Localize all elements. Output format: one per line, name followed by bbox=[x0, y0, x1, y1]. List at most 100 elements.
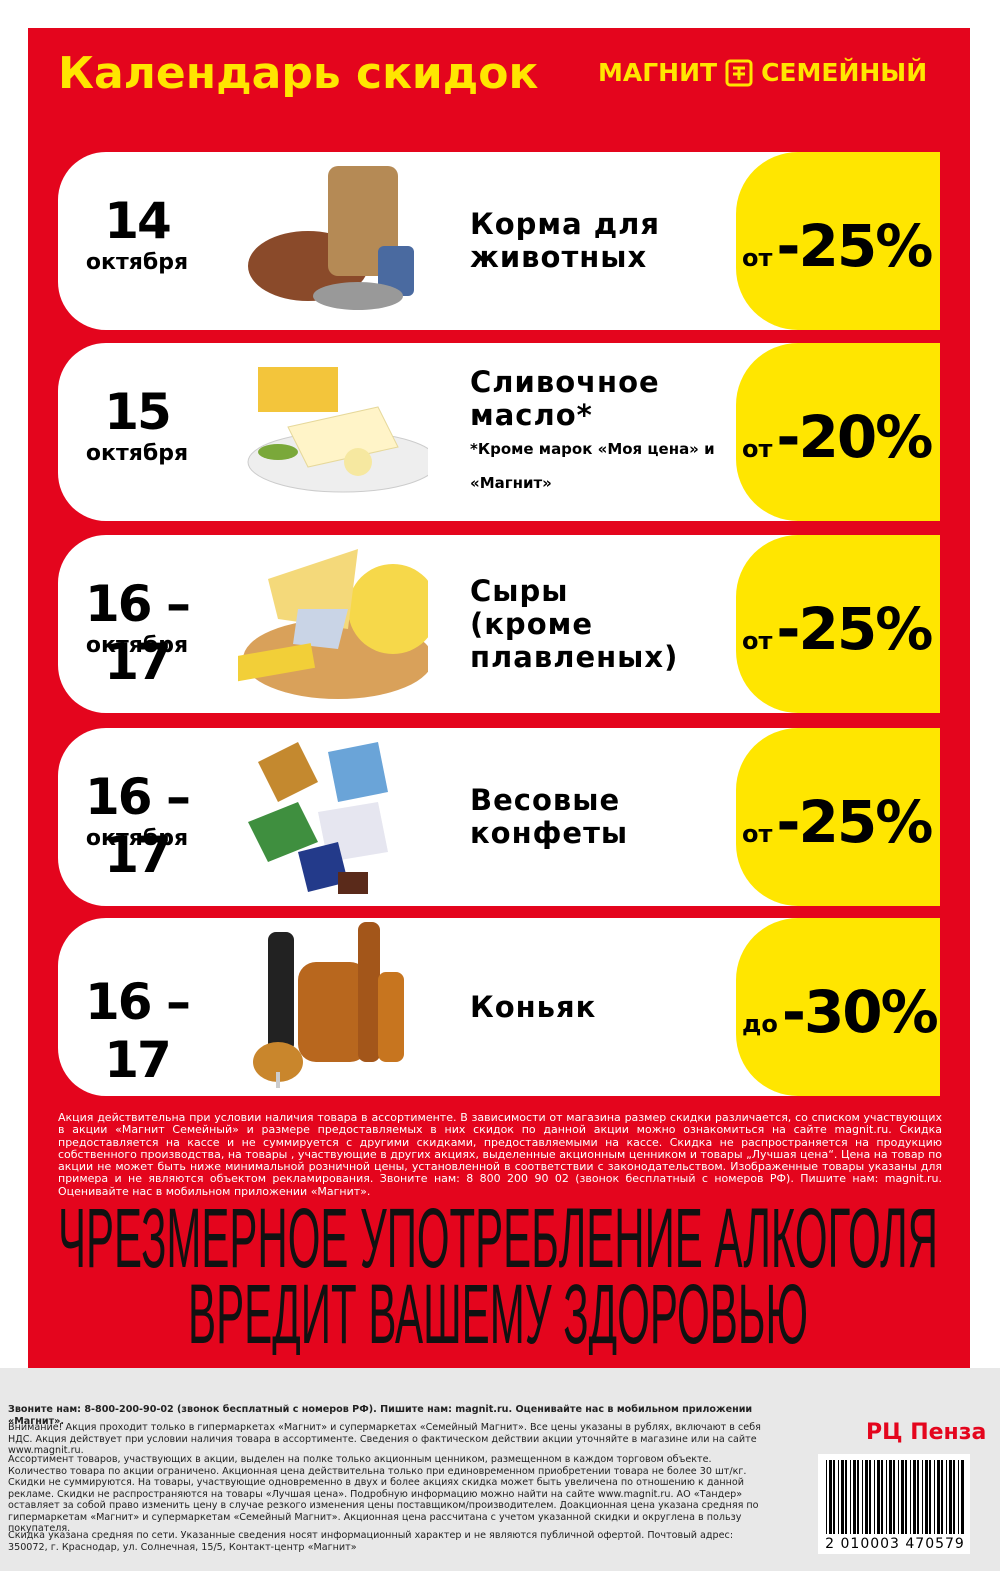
name-line: плавленых) bbox=[470, 640, 679, 674]
date-month: октября bbox=[85, 441, 189, 466]
product-name: Коньяк bbox=[470, 991, 596, 1024]
discount-prefix: от bbox=[742, 244, 773, 272]
date-day: 15 bbox=[104, 383, 172, 441]
discount-panel bbox=[736, 728, 940, 906]
discount-value: -25% bbox=[776, 595, 933, 663]
product-image bbox=[248, 742, 388, 894]
barcode-bar bbox=[829, 1460, 832, 1534]
brand: МАГНИТ СЕМЕЙНЫЙ bbox=[598, 58, 927, 87]
product-image bbox=[238, 549, 428, 699]
footer-contact: Звоните нам: 8-800-200-90-02 (звонок бес… bbox=[8, 1404, 753, 1427]
barcode-bar bbox=[913, 1460, 916, 1534]
footer-notice: Внимание! Акция проходит только в гиперм… bbox=[8, 1422, 761, 1456]
brand-word: МАГНИТ bbox=[598, 58, 718, 87]
barcode-bar bbox=[826, 1460, 827, 1534]
footer-disclaimer: Скидка указана средняя по сети. Указанны… bbox=[8, 1530, 734, 1553]
date-month: октября bbox=[85, 633, 189, 658]
barcode-bar bbox=[850, 1460, 851, 1534]
footer: Звоните нам: 8-800-200-90-02 (звонок бес… bbox=[0, 1368, 1000, 1571]
warning: ЧРЕЗМЕРНОЕ УПОТРЕБЛЕНИЕ АЛКОГОЛЯ ВРЕДИТ … bbox=[58, 1195, 938, 1355]
barcode-bar bbox=[929, 1460, 931, 1534]
date-day: 16 –17 bbox=[85, 768, 191, 884]
discount-prefix: до bbox=[742, 1010, 778, 1038]
barcode-bar bbox=[905, 1460, 907, 1534]
discount-prefix: от bbox=[742, 627, 773, 655]
name-line: Сыры bbox=[470, 574, 569, 608]
product-image bbox=[253, 922, 404, 1088]
name-line: Сливочное bbox=[470, 365, 660, 399]
barcode-bar bbox=[961, 1460, 964, 1534]
barcode-bar bbox=[925, 1460, 928, 1534]
promo-row: 16 –17 октября Весовые конфеты от-25% bbox=[58, 728, 940, 906]
barcode-bar bbox=[853, 1460, 856, 1534]
barcode-bar bbox=[857, 1460, 859, 1534]
product-name: Корма для животных bbox=[470, 208, 660, 274]
discount-value: -20% bbox=[776, 403, 933, 471]
promo-row: 16 –17 октября Сыры (кроме плавленых) от-25% bbox=[58, 535, 940, 713]
date-month: октября bbox=[85, 826, 189, 851]
barcode-bar bbox=[941, 1460, 943, 1534]
barcode-bar bbox=[901, 1460, 904, 1534]
discount: от-25% bbox=[742, 595, 938, 663]
product-name: Сливочное масло* *Кроме марок «Моя цена» и… bbox=[470, 366, 715, 500]
barcode-bar bbox=[869, 1460, 871, 1534]
barcode-bar bbox=[910, 1460, 911, 1534]
name-line: животных bbox=[470, 240, 648, 274]
discount-value: -25% bbox=[776, 212, 933, 280]
name-line: Весовые bbox=[470, 783, 621, 817]
barcode-bar bbox=[889, 1460, 892, 1534]
discount: от-25% bbox=[742, 788, 938, 856]
barcode-bar bbox=[841, 1460, 844, 1534]
barcode-bar bbox=[937, 1460, 940, 1534]
discount-panel bbox=[736, 535, 940, 713]
discount-value: -30% bbox=[781, 978, 939, 1046]
promo-row: 15 октября Сливочное масло* *Кроме марок «Мо… bbox=[58, 343, 940, 521]
name-line: конфеты bbox=[470, 816, 629, 850]
name-line: Корма для bbox=[470, 207, 661, 241]
name-line: Коньяк bbox=[470, 990, 597, 1024]
discount-value: -25% bbox=[776, 788, 933, 856]
product-image bbox=[247, 367, 428, 493]
date-month: октября bbox=[85, 250, 189, 275]
warning-line: ВРЕДИТ ВАШЕМУ ЗДОРОВЬЮ bbox=[188, 1267, 808, 1355]
discount-panel bbox=[736, 918, 940, 1096]
barcode-bar bbox=[934, 1460, 935, 1534]
discount-prefix: от bbox=[742, 435, 773, 463]
name-line: масло* bbox=[470, 398, 593, 432]
barcode-bar bbox=[838, 1460, 839, 1534]
discount: от-25% bbox=[742, 212, 938, 280]
barcode-bar bbox=[893, 1460, 895, 1534]
name-line: (кроме bbox=[470, 607, 593, 641]
barcode-bar bbox=[886, 1460, 887, 1534]
title: Календарь скидок bbox=[58, 48, 539, 99]
barcode-bar bbox=[874, 1460, 875, 1534]
discount-prefix: от bbox=[742, 820, 773, 848]
discount-panel bbox=[736, 152, 940, 330]
barcode-bar bbox=[953, 1460, 955, 1534]
barcode-bar bbox=[877, 1460, 880, 1534]
barcode-bar bbox=[946, 1460, 947, 1534]
barcode-bar bbox=[881, 1460, 883, 1534]
barcode-bar bbox=[845, 1460, 847, 1534]
discount-panel bbox=[736, 343, 940, 521]
warning-line: ЧРЕЗМЕРНОЕ УПОТРЕБЛЕНИЕ АЛКОГОЛЯ bbox=[58, 1195, 938, 1285]
name-note: *Кроме марок «Моя цена» и bbox=[470, 440, 715, 458]
discount: от-20% bbox=[742, 403, 938, 471]
product-name: Сыры (кроме плавленых) bbox=[470, 575, 678, 674]
footer-terms: Ассортимент товаров, участвующих в акции… bbox=[8, 1454, 759, 1534]
barcode-bar bbox=[898, 1460, 899, 1534]
barcode-bar bbox=[917, 1460, 919, 1534]
brand-word: СЕМЕЙНЫЙ bbox=[761, 58, 928, 87]
product-name: Весовые конфеты bbox=[470, 784, 628, 850]
date-day: 16 –17 bbox=[85, 575, 191, 691]
barcode-bar bbox=[862, 1460, 863, 1534]
barcode-bar bbox=[922, 1460, 923, 1534]
region: РЦ Пенза bbox=[866, 1420, 987, 1445]
date-day: 14 bbox=[104, 192, 172, 250]
barcode bbox=[818, 1454, 970, 1554]
discount: до-30% bbox=[742, 978, 939, 1046]
barcode-bar bbox=[865, 1460, 868, 1534]
barcode-bar bbox=[833, 1460, 835, 1534]
brand-icon bbox=[725, 59, 753, 86]
